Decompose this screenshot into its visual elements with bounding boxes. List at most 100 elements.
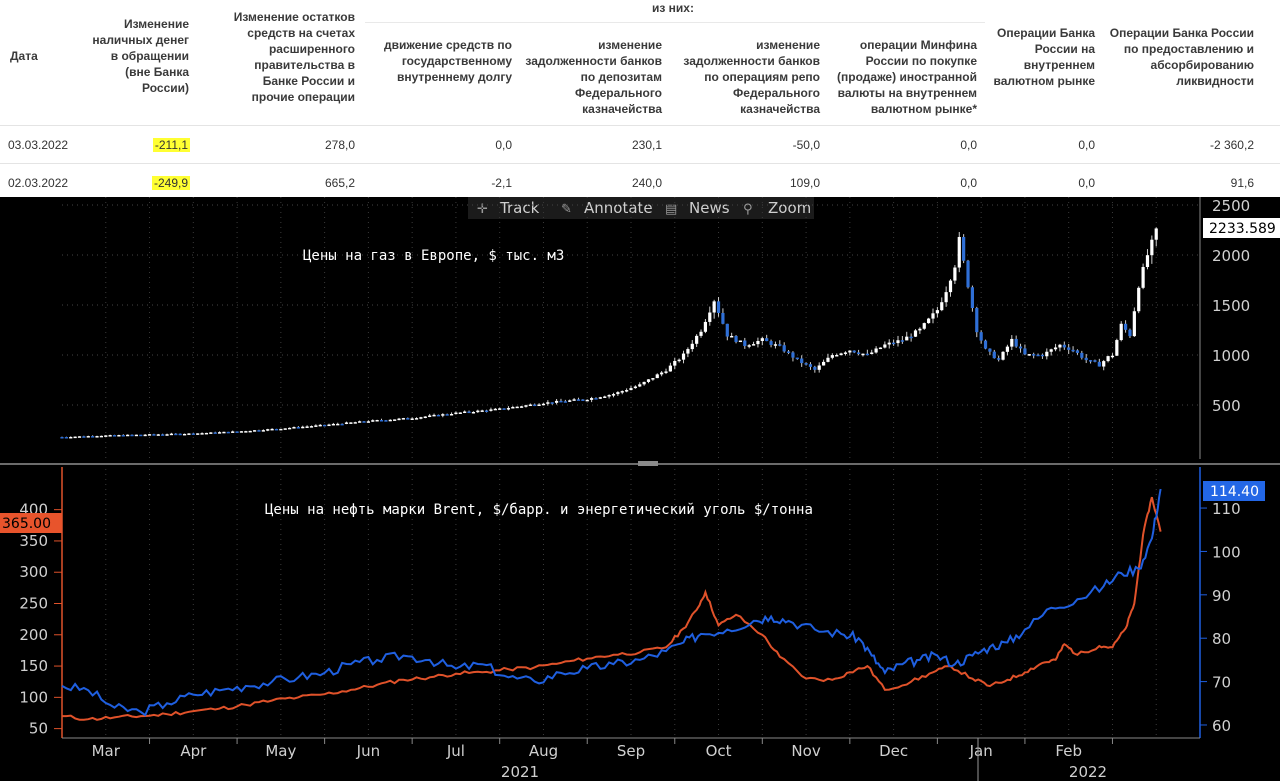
gas-candle-body [458, 412, 462, 414]
gas-candle-body [449, 413, 454, 416]
cell-date: 02.03.2022 [8, 176, 69, 190]
gas-candle-body [1071, 349, 1075, 352]
gas-candle-body [537, 404, 541, 406]
gas-candle-body [651, 378, 655, 380]
news-button[interactable]: ▤ News [665, 199, 730, 217]
gas-candle-body [857, 352, 861, 354]
gas-candle-body [292, 427, 296, 429]
gas-candle-body [699, 331, 703, 336]
x-month-label: Sep [617, 742, 645, 760]
gas-candle-body [751, 344, 756, 346]
gas-candle-body [283, 428, 287, 430]
brent-last-value-bg [1203, 481, 1265, 501]
gas-candle-body [296, 427, 300, 429]
gas-candle-body [554, 400, 559, 403]
news-label: News [689, 199, 730, 217]
gas-candle-body [410, 418, 414, 420]
gas-candle-body [861, 353, 865, 356]
gas-candle-body [712, 301, 716, 313]
gas-candle-body [848, 350, 852, 353]
gas-candle-body [432, 414, 436, 417]
annotate-label: Annotate [584, 199, 653, 217]
gas-candle-body [95, 436, 99, 438]
bloomberg-chart-panel: ✛ Track ✎ Annotate ▤ News ⚲ Zoom 500 1000… [0, 197, 1280, 781]
year-label-2022: 2022 [1069, 763, 1107, 781]
gas-y-tick-label: 500 [1212, 397, 1241, 415]
gas-candle-body [515, 406, 519, 409]
gas-candle-body [743, 340, 747, 347]
gas-candle-body [480, 410, 484, 412]
gas-last-value-bg [1203, 218, 1280, 238]
gas-candle-body [681, 353, 686, 360]
gas-last-value-badge: 2233.589 [1203, 218, 1280, 238]
gas-candle-body [1018, 346, 1023, 349]
gas-candle-body [576, 399, 581, 401]
gas-candle-body [546, 402, 550, 404]
gas-candle-body [1040, 354, 1045, 357]
gas-candle-body [633, 386, 637, 389]
annotate-button[interactable]: ✎ Annotate [561, 199, 653, 217]
panel-resize-handle[interactable] [638, 461, 658, 466]
subheader-divider [365, 22, 985, 23]
gas-candle-body [988, 348, 992, 352]
gas-candle-body [603, 396, 607, 398]
gas-candle-body [248, 430, 252, 433]
gas-candle-body [1001, 351, 1005, 360]
cell-cash-wrap: -249,9 [100, 175, 190, 191]
gas-candle-body [1049, 349, 1053, 352]
gas-candle-body [817, 365, 821, 370]
cell-gov-debt: 0,0 [495, 138, 512, 152]
x-month-label: Jun [356, 742, 380, 760]
gas-candle-body [165, 434, 169, 436]
year-label-2021: 2021 [501, 763, 539, 781]
gas-candle-body [366, 421, 370, 423]
gas-candle-body [467, 411, 471, 414]
cell-gov-accounts: 665,2 [324, 176, 355, 190]
x-month-label: Apr [180, 742, 207, 760]
gas-candle-body [388, 419, 392, 422]
gas-candle-body [331, 423, 335, 426]
pencil-icon: ✎ [561, 202, 572, 217]
gas-candle-body [690, 343, 694, 350]
x-month-label: Dec [879, 742, 908, 760]
gas-candle-body [983, 340, 988, 349]
gas-candle-body [1036, 354, 1040, 357]
gas-candle-body [773, 344, 778, 346]
gas-candle-body [117, 435, 121, 437]
gas-candle-body [563, 401, 567, 403]
gas-candle-body [927, 318, 931, 324]
col-header-gov-debt: движение средств по государственному вну… [383, 38, 512, 84]
col-header-gov-accounts: Изменение остатков средств на счетах рас… [233, 10, 355, 104]
gas-candle-body [896, 340, 900, 344]
gas-candle-body [1067, 347, 1071, 350]
gas-candle-body [340, 423, 344, 426]
gas-candle-body [1137, 287, 1141, 312]
gas-candle-body [209, 432, 213, 434]
col-header-cbr-fx: Операции Банка России на внутреннем валю… [993, 26, 1095, 88]
brent-y-tick-label: 60 [1212, 717, 1231, 735]
gas-candle-body [900, 340, 904, 342]
gas-candle-body [786, 351, 791, 353]
gas-candle-body [835, 354, 839, 357]
gas-candle-body [99, 435, 103, 438]
gas-candle-body [922, 323, 926, 329]
brent-y-tick-label: 110 [1212, 500, 1241, 518]
gas-candle-body [239, 431, 244, 433]
coal-series-line [62, 496, 1162, 721]
zoom-button[interactable]: ⚲ Zoom [743, 199, 811, 217]
gas-candle-body [231, 431, 235, 433]
brent-last-value-badge: 114.40 [1203, 481, 1265, 501]
cell-gov-accounts: 278,0 [324, 138, 355, 152]
gas-candle-body [327, 424, 331, 427]
track-button[interactable]: ✛ Track [477, 199, 540, 217]
gas-candle-body [182, 433, 187, 436]
gas-candle-body [874, 348, 878, 353]
gas-candle-body [611, 394, 616, 396]
gas-candle-body [423, 416, 427, 419]
gas-candle-body [975, 308, 979, 333]
gas-candle-body [419, 417, 423, 419]
cell-cash-highlighted: -249,9 [151, 176, 190, 190]
gas-candle-body [1032, 354, 1036, 356]
coal-last-value: 365.00 [2, 516, 51, 532]
